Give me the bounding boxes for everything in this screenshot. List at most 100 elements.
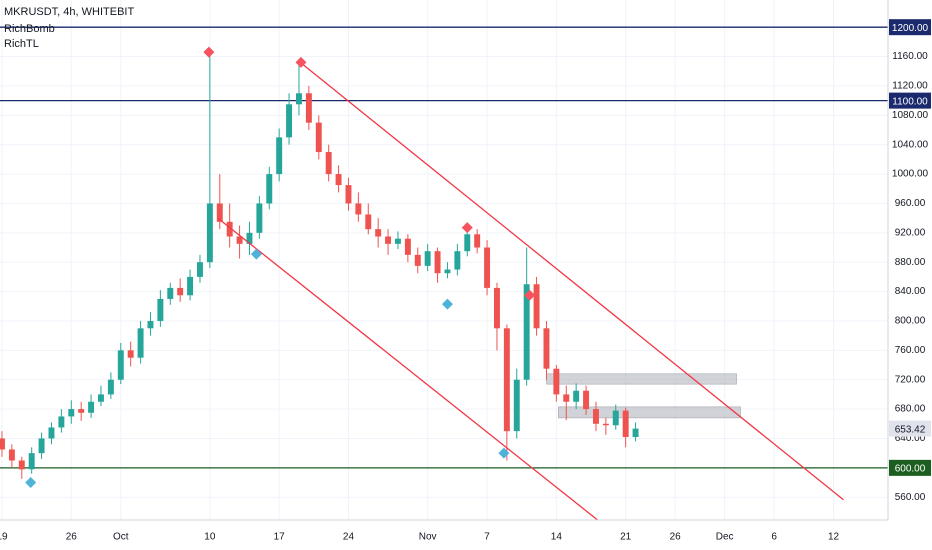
y-tick-label: 920.00 [895,227,926,238]
candle-body [98,394,104,402]
x-tick-label: 14 [551,532,563,543]
candle-body [177,287,184,296]
candle-body [157,298,164,321]
plot-area [0,26,888,520]
candle-body [68,409,75,417]
axes: 560.00 600.00 640.00 680.00 720.00 760.00 800.… [0,19,931,543]
candle-body [583,390,590,410]
signal-marker [498,447,510,459]
y-tick-label: 760.00 [895,345,926,356]
candle-body [434,251,441,274]
candle-body [8,449,15,461]
candle-body [474,234,481,248]
candle-body [28,453,35,470]
candle-body [226,221,233,237]
grid [0,0,888,520]
candle-body [355,203,362,215]
candle-body [296,93,302,105]
candle-body [58,416,65,428]
y-tick-label: 1000.00 [892,169,929,180]
candle-body [246,232,253,244]
candle-body [48,427,55,439]
candle-body [513,379,520,432]
candle-body [385,236,392,244]
candle-body [375,229,382,237]
last-price-box [889,420,931,437]
candle-body [622,410,629,438]
y-tick-label: 880.00 [895,257,926,268]
y-tick-label: 1080.00 [892,110,929,121]
x-tick-label: 7 [484,532,490,543]
candle-body [345,185,352,204]
candle-body [38,438,45,454]
candle-body [187,276,194,296]
candle-body [315,122,322,153]
candle-body [394,238,401,244]
candle-body [18,460,25,470]
y-tick-label: 720.00 [895,374,926,385]
y-tick-label: 800.00 [895,316,926,327]
candle-body [573,390,580,402]
candle-body [197,262,203,277]
candle-body [553,368,560,395]
signal-marker [441,298,453,310]
x-tick-label: 6 [771,532,777,543]
candle-body [424,251,431,266]
x-tick-label: 26 [670,532,682,543]
candle-body [414,254,421,266]
chart-title: MKRUSDT, 4h, WHITEBIT [4,6,134,18]
candle-body [612,410,619,426]
level-label-box [889,92,931,109]
zone [546,373,737,385]
candle-body [0,438,5,450]
level-label: 600.00 [895,463,926,474]
y-tick-label: 840.00 [895,286,926,297]
y-tick-label: 1120.00 [892,81,928,92]
candle-body [117,350,124,380]
candle-body [563,394,570,402]
signal-marker [524,289,536,301]
candle-body [533,284,540,329]
candle-body [444,269,451,274]
candle-body [523,284,530,380]
candle-body [137,328,144,358]
y-tick-label: 680.00 [895,404,926,415]
candle-body [206,203,213,263]
candle-body [256,203,263,233]
candle-body [404,238,411,255]
zone [558,406,741,419]
candle-body [543,328,550,369]
indicator-label: RichTL [4,38,39,50]
trendline [217,217,599,520]
trendline [299,61,844,501]
candle-body [88,401,95,413]
candle-body [147,320,154,329]
y-tick-label: 960.00 [895,198,926,209]
level-label: 1200.00 [892,23,929,34]
x-tick-label: 10 [204,532,216,543]
x-tick-label: 24 [343,532,355,543]
candle-body [236,236,243,244]
candle-body [276,137,283,175]
signal-marker [461,222,473,234]
candle-body [484,247,491,288]
candle-body [167,287,174,299]
candle-body [632,428,639,438]
y-tick-label: 1160.00 [892,51,928,62]
last-price-label: 653.42 [895,424,926,435]
candle-body [107,379,114,395]
candle-body [78,409,85,413]
signal-marker [203,46,215,58]
x-tick-label: 19 [0,532,8,543]
x-tick-label: Nov [419,532,437,543]
candle-body [493,287,500,329]
x-tick-label: 26 [66,532,78,543]
x-tick-label: 12 [828,532,840,543]
signal-marker [295,56,307,68]
candle-body [127,350,134,358]
candle-body [325,152,332,175]
level-label-box [889,459,931,476]
